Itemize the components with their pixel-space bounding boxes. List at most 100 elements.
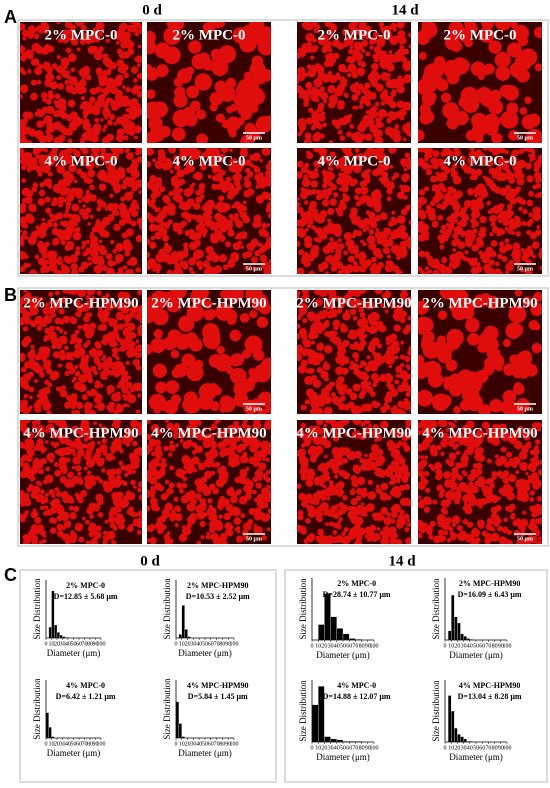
droplet xyxy=(148,215,156,224)
droplet xyxy=(64,538,71,544)
droplet xyxy=(21,178,27,183)
droplet xyxy=(29,25,35,30)
droplet xyxy=(147,238,151,245)
droplet xyxy=(341,384,348,391)
droplet xyxy=(408,406,411,411)
droplet xyxy=(310,125,316,131)
droplet xyxy=(360,380,370,390)
droplet xyxy=(228,486,234,492)
droplet xyxy=(335,488,345,497)
droplet xyxy=(355,495,362,501)
droplet xyxy=(111,203,119,211)
droplet xyxy=(329,426,337,434)
droplet xyxy=(499,84,513,98)
droplet xyxy=(136,217,142,226)
droplet xyxy=(23,431,28,436)
droplet xyxy=(390,506,397,512)
droplet xyxy=(396,304,403,312)
droplet xyxy=(360,490,368,498)
droplet xyxy=(362,191,367,195)
droplet xyxy=(495,165,502,172)
panel-frame xyxy=(17,287,549,547)
droplet xyxy=(360,463,368,471)
droplet xyxy=(36,79,42,85)
droplet xyxy=(192,173,198,179)
droplet xyxy=(25,196,33,205)
droplet xyxy=(450,534,457,541)
droplet xyxy=(59,221,65,226)
droplet xyxy=(246,435,253,442)
droplet xyxy=(423,186,429,192)
droplet xyxy=(488,99,504,115)
droplet xyxy=(57,201,64,208)
droplet xyxy=(440,439,449,448)
droplet xyxy=(375,83,384,92)
droplet xyxy=(102,107,111,116)
droplet xyxy=(22,118,28,125)
droplet xyxy=(113,185,121,194)
droplet xyxy=(81,366,88,373)
droplet xyxy=(374,512,384,521)
droplet xyxy=(398,484,406,491)
droplet xyxy=(520,199,527,206)
droplet xyxy=(468,150,478,160)
droplet xyxy=(35,296,41,302)
droplet xyxy=(324,345,333,354)
micrograph xyxy=(418,290,542,414)
droplet xyxy=(336,308,343,314)
droplet xyxy=(490,532,500,542)
droplet xyxy=(536,496,542,502)
droplet xyxy=(360,502,365,507)
droplet xyxy=(297,344,304,353)
droplet xyxy=(386,303,392,308)
time-label: 0 d xyxy=(140,553,160,569)
droplet xyxy=(83,315,90,323)
droplet xyxy=(536,158,542,165)
droplet xyxy=(35,480,40,485)
droplet xyxy=(387,383,395,391)
droplet xyxy=(91,226,98,233)
droplet xyxy=(344,251,348,255)
sample-label: 2% MPC-0 xyxy=(318,27,391,43)
droplet xyxy=(353,194,360,201)
droplet xyxy=(170,22,179,28)
droplet xyxy=(147,161,152,168)
droplet xyxy=(397,310,406,319)
droplet xyxy=(135,234,142,243)
droplet xyxy=(196,133,208,143)
micrograph xyxy=(297,290,411,414)
droplet xyxy=(70,403,77,410)
droplet xyxy=(349,392,358,401)
droplet xyxy=(251,256,258,264)
droplet xyxy=(497,227,504,234)
droplet xyxy=(102,53,109,60)
droplet xyxy=(54,441,60,447)
droplet xyxy=(424,156,429,162)
droplet xyxy=(385,290,390,295)
droplet xyxy=(261,148,271,156)
droplet xyxy=(47,250,57,261)
droplet xyxy=(252,489,257,495)
droplet xyxy=(151,101,168,118)
droplet xyxy=(60,239,66,246)
droplet xyxy=(120,504,125,509)
droplet xyxy=(315,298,323,307)
droplet xyxy=(20,148,25,154)
droplet xyxy=(22,230,28,236)
droplet xyxy=(59,349,66,356)
droplet xyxy=(315,98,320,103)
droplet xyxy=(267,212,271,219)
droplet xyxy=(74,82,81,89)
droplet xyxy=(474,452,483,461)
droplet xyxy=(501,255,508,262)
droplet xyxy=(403,126,410,134)
droplet xyxy=(314,131,321,138)
droplet xyxy=(332,319,341,328)
droplet xyxy=(373,189,382,198)
droplet xyxy=(432,499,438,505)
droplet xyxy=(206,207,213,213)
droplet xyxy=(508,259,515,266)
droplet xyxy=(93,107,98,112)
droplet xyxy=(323,361,328,366)
droplet xyxy=(322,122,327,128)
